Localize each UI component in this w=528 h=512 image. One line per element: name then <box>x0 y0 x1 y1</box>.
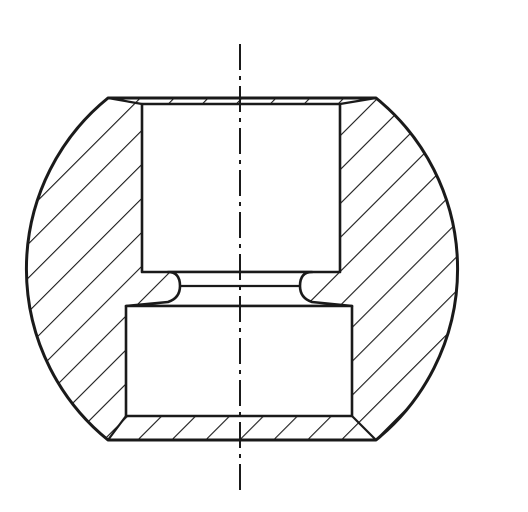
section-hatch <box>26 98 458 440</box>
bottom-chamfer <box>107 415 377 441</box>
top-chamfer <box>107 96 377 106</box>
